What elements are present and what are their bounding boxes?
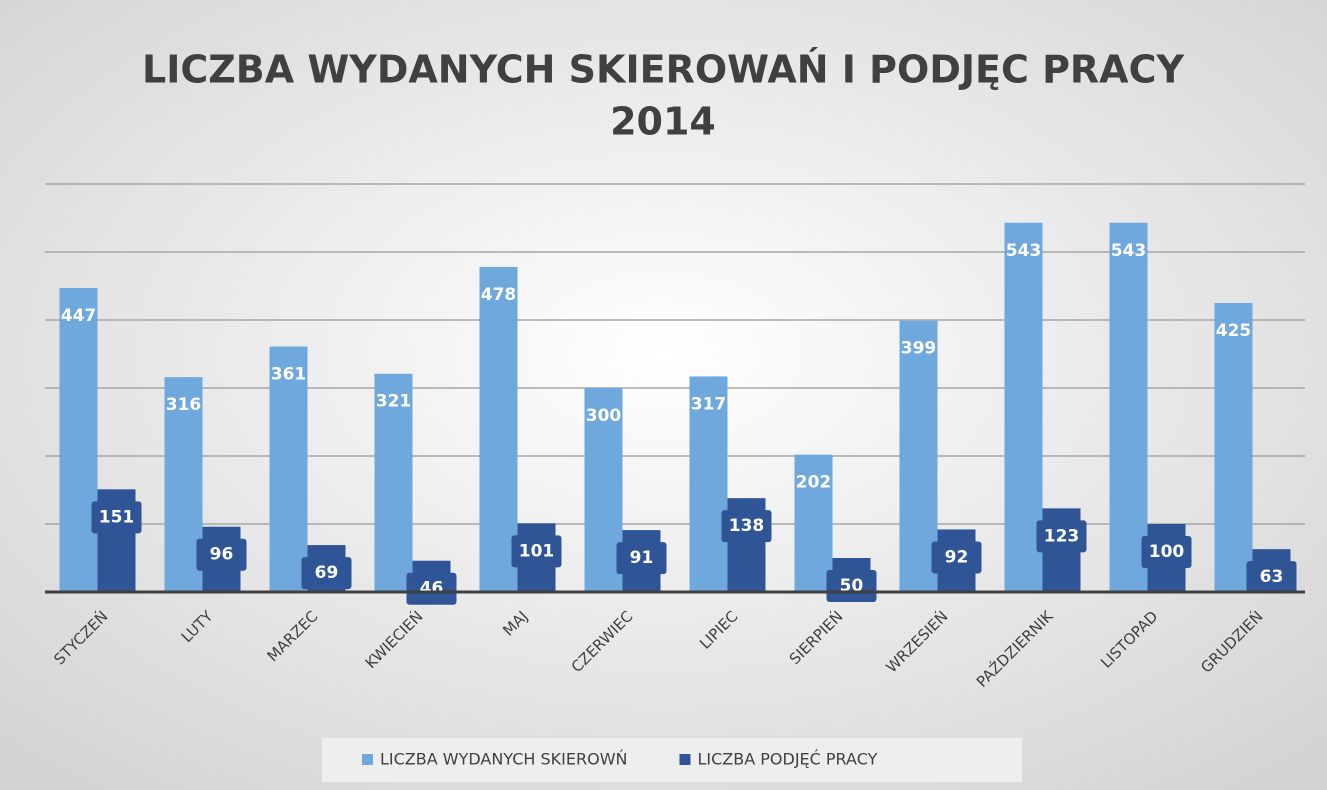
- data-label: 123: [1044, 526, 1080, 546]
- bar: [689, 376, 728, 592]
- data-label: 447: [61, 306, 97, 326]
- data-label: 46: [420, 579, 444, 599]
- bar: [479, 266, 518, 592]
- data-label: 96: [210, 545, 234, 565]
- data-label: 543: [1111, 241, 1147, 261]
- chart-title: 2014: [610, 100, 716, 144]
- bar: [899, 320, 938, 592]
- bar: [164, 377, 203, 592]
- data-label-box: [931, 541, 982, 574]
- data-label-box: [1036, 520, 1087, 553]
- data-label: 300: [586, 406, 622, 426]
- data-label: 138: [729, 516, 765, 536]
- chart-title: LICZBA WYDANYCH SKIEROWAŃ I PODJĘC PRACY: [142, 48, 1184, 92]
- data-label: 69: [315, 563, 339, 583]
- data-label: 63: [1260, 567, 1284, 587]
- data-label: 101: [519, 541, 555, 561]
- data-label-box: [196, 538, 247, 571]
- data-label-box: [616, 542, 667, 575]
- bar: [1004, 222, 1043, 592]
- data-label: 92: [945, 547, 969, 567]
- data-label: 361: [271, 365, 307, 385]
- legend-label: LICZBA WYDANYCH SKIEROWŃ: [380, 750, 627, 769]
- bar: [59, 288, 98, 592]
- bar: [584, 388, 623, 592]
- data-label-box: [1246, 561, 1297, 594]
- data-label-box: [406, 572, 457, 605]
- data-label: 321: [376, 392, 412, 412]
- data-label: 151: [99, 507, 135, 527]
- bar: [269, 346, 308, 592]
- data-label: 316: [166, 395, 202, 415]
- data-label-box: [1141, 536, 1192, 568]
- data-label: 399: [901, 339, 937, 359]
- data-label: 317: [691, 394, 727, 414]
- legend-box: [322, 738, 1022, 782]
- data-label-box: [826, 570, 877, 602]
- data-label-box: [301, 557, 352, 590]
- bar: [1109, 222, 1148, 592]
- data-label: 100: [1149, 542, 1185, 562]
- bar: [374, 373, 413, 592]
- data-label: 425: [1216, 321, 1252, 341]
- data-label: 91: [630, 548, 654, 568]
- data-label-box: [511, 535, 562, 568]
- bar: [1214, 303, 1253, 592]
- legend-swatch: [679, 754, 691, 765]
- data-label: 202: [796, 473, 832, 493]
- legend-swatch: [362, 754, 373, 765]
- bar: [794, 454, 833, 592]
- data-label-box: [721, 510, 772, 543]
- data-label-box: [91, 501, 142, 534]
- data-label: 543: [1006, 241, 1042, 261]
- legend-label: LICZBA PODJĘĆ PRACY: [697, 750, 877, 769]
- data-label: 478: [481, 285, 517, 305]
